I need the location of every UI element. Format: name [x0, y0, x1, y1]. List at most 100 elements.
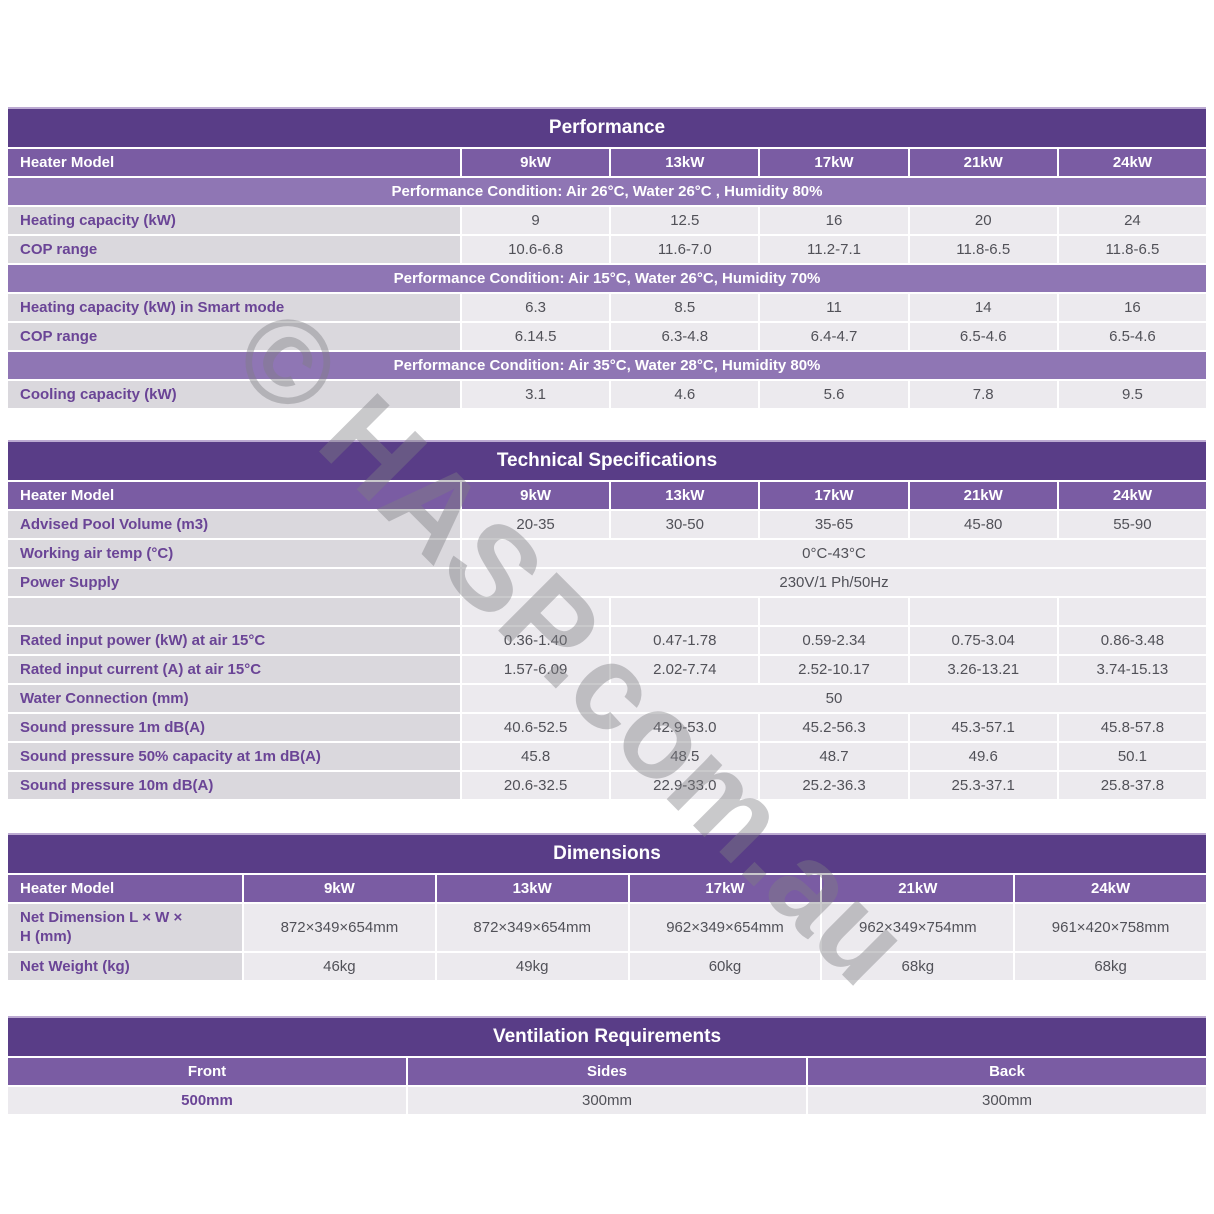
model-header-cell: 9kW: [462, 149, 610, 176]
row-label-cell: Heating capacity (kW): [8, 207, 460, 234]
heater-model-header-cell: Heater Model: [8, 875, 242, 902]
value-cell: 11.6-7.0: [611, 236, 759, 263]
row-label-cell: Advised Pool Volume (m3): [8, 511, 460, 538]
value-cell: [1058, 598, 1207, 625]
model-header-cell: 24kW: [1058, 482, 1207, 509]
value-cell: 8.5: [611, 294, 759, 321]
value-cell: 60kg: [629, 953, 821, 980]
table-row: Sound pressure 50% capacity at 1m dB(A) …: [8, 743, 1207, 770]
model-header-cell: 21kW: [822, 875, 1014, 902]
value-cell: 300mm: [408, 1087, 806, 1114]
value-cell: 0.75-3.04: [909, 627, 1057, 654]
value-cell: 6.4-4.7: [760, 323, 908, 350]
table-row: Rated input current (A) at air 15°C 1.57…: [8, 656, 1207, 683]
table-row: Rated input power (kW) at air 15°C 0.36-…: [8, 627, 1207, 654]
value-cell: 49.6: [909, 743, 1057, 770]
row-label-cell: Rated input power (kW) at air 15°C: [8, 627, 460, 654]
value-cell: 22.9-33.0: [611, 772, 759, 799]
value-cell: 11.2-7.1: [760, 236, 908, 263]
value-cell: 0.47-1.78: [611, 627, 759, 654]
value-cell: 45.2-56.3: [760, 714, 908, 741]
value-cell: 45.3-57.1: [909, 714, 1057, 741]
model-header-cell: 13kW: [611, 149, 759, 176]
value-cell: 25.8-37.8: [1058, 772, 1207, 799]
table-row: Water Connection (mm) 50: [8, 685, 1206, 712]
value-cell: 7.8: [909, 381, 1057, 408]
value-cell: 55-90: [1058, 511, 1207, 538]
value-cell: 962×349×654mm: [629, 904, 821, 951]
value-cell: 11.8-6.5: [1058, 236, 1207, 263]
value-cell: 20.6-32.5: [462, 772, 610, 799]
row-label-cell: Power Supply: [8, 569, 460, 596]
value-cell: 20: [909, 207, 1057, 234]
merged-value-cell: 50: [462, 685, 1206, 712]
value-cell: 3.74-15.13: [1058, 656, 1207, 683]
row-label-cell: Cooling capacity (kW): [8, 381, 460, 408]
value-cell: 0.86-3.48: [1058, 627, 1207, 654]
value-cell: 872×349×654mm: [436, 904, 628, 951]
value-cell: 50.1: [1058, 743, 1207, 770]
value-cell: 46kg: [244, 953, 435, 980]
value-cell: 5.6: [760, 381, 908, 408]
value-cell: 68kg: [822, 953, 1014, 980]
value-cell: 6.3-4.8: [611, 323, 759, 350]
ventilation-header-cell: Front: [8, 1058, 406, 1085]
table-row: COP range 10.6-6.8 11.6-7.0 11.2-7.1 11.…: [8, 236, 1207, 263]
row-label-cell: Working air temp (°C): [8, 540, 460, 567]
technical-specifications-table: Technical Specifications Heater Model 9k…: [8, 440, 1207, 799]
table-row: Net Weight (kg) 46kg 49kg 60kg 68kg 68kg: [8, 953, 1206, 980]
performance-header-row: Heater Model 9kW 13kW 17kW 21kW 24kW: [8, 149, 1207, 176]
value-cell: 2.52-10.17: [760, 656, 908, 683]
table-row: Heating capacity (kW) 9 12.5 16 20 24: [8, 207, 1207, 234]
row-label-cell: Sound pressure 50% capacity at 1m dB(A): [8, 743, 460, 770]
table-row: Advised Pool Volume (m3) 20-35 30-50 35-…: [8, 511, 1207, 538]
value-cell: 962×349×754mm: [822, 904, 1014, 951]
model-header-cell: 17kW: [760, 149, 908, 176]
value-cell: 10.6-6.8: [462, 236, 610, 263]
value-cell: 40.6-52.5: [462, 714, 610, 741]
merged-value-cell: 0°C-43°C: [462, 540, 1206, 567]
value-cell: 2.02-7.74: [611, 656, 759, 683]
value-cell: 4.6: [611, 381, 759, 408]
value-cell: 45.8: [462, 743, 610, 770]
value-cell: [611, 598, 759, 625]
performance-table: Performance Heater Model 9kW 13kW 17kW 2…: [8, 107, 1207, 408]
heater-model-header-cell: Heater Model: [8, 149, 460, 176]
merged-value-cell: 230V/1 Ph/50Hz: [462, 569, 1206, 596]
ventilation-header-cell: Sides: [408, 1058, 806, 1085]
value-cell: 14: [909, 294, 1057, 321]
row-label-cell: [8, 598, 460, 625]
ventilation-table: Ventilation Requirements Front Sides Bac…: [8, 1016, 1206, 1114]
value-cell: [760, 598, 908, 625]
value-cell: 6.14.5: [462, 323, 610, 350]
value-cell: 961×420×758mm: [1015, 904, 1206, 951]
value-cell: 48.5: [611, 743, 759, 770]
model-header-cell: 21kW: [909, 149, 1057, 176]
value-cell: 45.8-57.8: [1058, 714, 1207, 741]
value-cell: 300mm: [808, 1087, 1206, 1114]
value-cell: 6.5-4.6: [909, 323, 1057, 350]
value-cell: 68kg: [1015, 953, 1206, 980]
value-cell: 45-80: [909, 511, 1057, 538]
condition-band: Performance Condition: Air 26°C, Water 2…: [8, 178, 1206, 205]
table-row: Sound pressure 1m dB(A) 40.6-52.5 42.9-5…: [8, 714, 1207, 741]
row-label-cell: Rated input current (A) at air 15°C: [8, 656, 460, 683]
row-label-cell: COP range: [8, 323, 460, 350]
model-header-cell: 9kW: [462, 482, 610, 509]
performance-table-title: Performance: [8, 107, 1206, 147]
technical-table-title: Technical Specifications: [8, 440, 1206, 480]
value-cell: 6.3: [462, 294, 610, 321]
model-header-cell: 9kW: [244, 875, 435, 902]
ventilation-header-cell: Back: [808, 1058, 1206, 1085]
row-label-cell: Heating capacity (kW) in Smart mode: [8, 294, 460, 321]
value-cell: 30-50: [611, 511, 759, 538]
model-header-cell: 21kW: [909, 482, 1057, 509]
row-label-cell: Sound pressure 10m dB(A): [8, 772, 460, 799]
row-label-cell: Net Weight (kg): [8, 953, 242, 980]
row-label-cell: Net Dimension L × W × H (mm): [8, 904, 242, 951]
table-row: COP range 6.14.5 6.3-4.8 6.4-4.7 6.5-4.6…: [8, 323, 1207, 350]
value-cell: 872×349×654mm: [244, 904, 435, 951]
model-header-cell: 24kW: [1058, 149, 1207, 176]
value-cell: 12.5: [611, 207, 759, 234]
